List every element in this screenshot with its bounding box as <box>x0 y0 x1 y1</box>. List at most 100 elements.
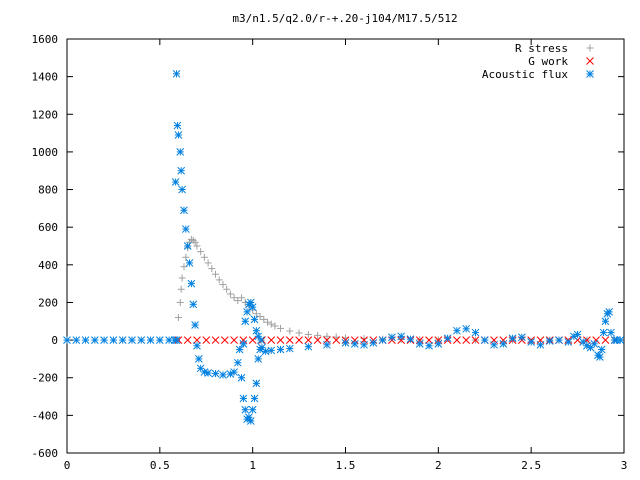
data-point <box>219 281 227 289</box>
data-point <box>241 317 250 326</box>
data-point <box>137 336 146 344</box>
data-point <box>536 340 545 349</box>
data-point <box>193 336 201 344</box>
data-point <box>425 341 433 350</box>
data-point <box>267 320 275 328</box>
data-point <box>239 340 248 348</box>
data-point <box>204 369 212 377</box>
data-point <box>241 405 250 414</box>
data-point <box>178 274 186 282</box>
data-point <box>191 238 199 246</box>
data-point <box>607 328 615 337</box>
data-point <box>590 340 599 348</box>
data-point <box>406 335 415 344</box>
data-point <box>254 355 263 363</box>
data-point <box>480 336 489 344</box>
series-layer <box>63 69 625 425</box>
data-point <box>248 303 257 312</box>
data-point <box>605 308 614 316</box>
data-point <box>174 314 182 322</box>
data-point <box>597 345 606 354</box>
y-tick-label: -600 <box>32 447 59 460</box>
data-point <box>471 328 480 337</box>
data-point <box>183 242 192 250</box>
data-point <box>72 336 81 344</box>
data-point <box>180 206 188 215</box>
series-r-stress <box>174 235 619 344</box>
data-point <box>415 336 424 344</box>
data-point <box>601 336 610 344</box>
data-point <box>425 336 433 344</box>
legend-marker <box>586 70 594 78</box>
data-point <box>146 336 155 344</box>
data-point <box>181 225 190 233</box>
data-point <box>194 355 203 363</box>
data-point <box>527 338 536 346</box>
data-point <box>177 166 186 175</box>
x-tick-label: 1 <box>249 459 256 472</box>
data-point <box>252 326 261 335</box>
y-tick-label: 1600 <box>32 33 59 46</box>
data-point <box>277 324 285 332</box>
data-point <box>415 340 424 348</box>
data-point <box>350 340 359 348</box>
data-point <box>360 340 368 349</box>
data-point <box>211 369 220 378</box>
data-point <box>234 297 242 305</box>
data-point <box>388 333 396 342</box>
data-point <box>250 315 259 324</box>
y-tick-label: 1200 <box>32 108 59 121</box>
data-point <box>176 148 185 156</box>
data-point <box>350 336 359 344</box>
data-point <box>267 336 276 344</box>
y-tick-label: -400 <box>32 409 59 422</box>
data-point <box>183 336 192 344</box>
data-point <box>313 336 322 344</box>
chart-title: m3/n1.5/q2.0/r-+.20-j104/M17.5/512 <box>232 12 457 25</box>
data-point <box>204 259 212 267</box>
data-point <box>212 270 220 278</box>
data-point <box>226 290 234 298</box>
data-point <box>223 285 231 293</box>
y-tick-label: 600 <box>38 221 58 234</box>
data-point <box>314 331 322 339</box>
data-point <box>453 336 461 344</box>
data-point <box>208 265 216 273</box>
x-tick-label: 0 <box>64 459 71 472</box>
data-point <box>243 308 251 316</box>
y-tick-label: -200 <box>32 372 59 385</box>
data-point <box>193 341 201 350</box>
data-point <box>555 336 563 344</box>
data-point <box>176 298 184 306</box>
data-point <box>155 336 164 344</box>
data-point <box>341 339 350 347</box>
data-point <box>252 310 260 318</box>
data-point <box>100 336 108 344</box>
data-point <box>276 345 285 354</box>
x-tick-label: 2.5 <box>521 459 541 472</box>
data-point <box>508 334 517 343</box>
data-point <box>267 346 276 355</box>
data-point <box>323 340 331 349</box>
data-point <box>573 330 582 339</box>
data-point <box>295 336 303 344</box>
data-point <box>254 332 263 341</box>
data-point <box>462 336 471 344</box>
data-point <box>189 300 198 309</box>
data-point <box>462 324 471 333</box>
data-point <box>378 336 387 344</box>
data-point <box>177 285 185 293</box>
y-tick-label: 400 <box>38 259 58 272</box>
data-point <box>233 358 242 367</box>
data-point <box>81 336 90 344</box>
data-point <box>499 336 508 344</box>
data-point <box>211 336 220 344</box>
data-point <box>332 336 341 344</box>
data-point <box>599 328 608 337</box>
x-tick-label: 2 <box>435 459 442 472</box>
data-point <box>238 294 246 302</box>
plot-frame <box>66 38 625 454</box>
legend-label: Acoustic flux <box>482 68 568 81</box>
